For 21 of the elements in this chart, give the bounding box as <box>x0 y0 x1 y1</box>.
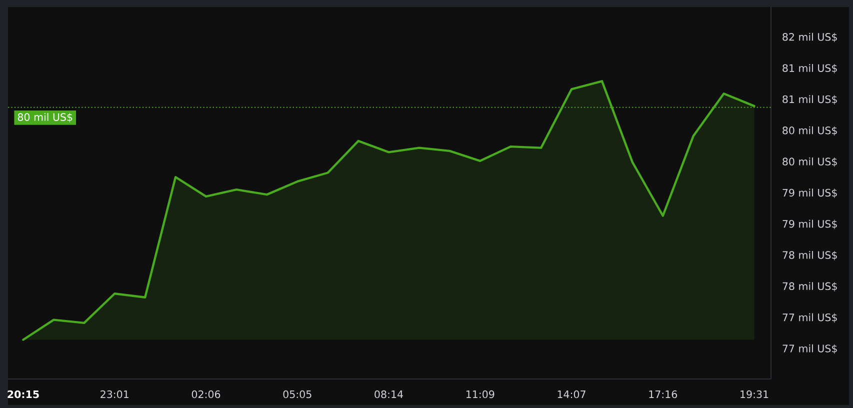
y-tick-label: 77 mil US$ <box>782 344 837 354</box>
y-tick-label: 79 mil US$ <box>782 220 837 230</box>
y-tick-label: 80 mil US$ <box>782 126 837 136</box>
y-tick-label: 78 mil US$ <box>782 282 837 292</box>
y-tick-label: 79 mil US$ <box>782 188 837 198</box>
x-tick-label: 23:01 <box>100 390 128 398</box>
ref-line-label: 80 mil US$ <box>18 113 72 122</box>
x-tick-label: 20:15 <box>8 390 39 398</box>
y-tick-label: 80 mil US$ <box>782 158 837 167</box>
y-tick-label: 78 mil US$ <box>782 250 837 260</box>
x-tick-label: 11:09 <box>466 390 494 398</box>
x-tick-label: 19:31 <box>740 390 768 398</box>
x-tick-label: 05:05 <box>283 390 312 398</box>
x-tick-label: 08:14 <box>374 390 403 398</box>
y-tick-label: 82 mil US$ <box>782 32 837 42</box>
y-tick-label: 77 mil US$ <box>782 313 837 323</box>
y-tick-label: 81 mil US$ <box>782 64 837 74</box>
x-tick-label: 17:16 <box>649 390 678 398</box>
y-tick-label: 81 mil US$ <box>782 95 837 104</box>
x-tick-label: 14:07 <box>558 390 586 398</box>
x-tick-label: 02:06 <box>192 390 220 398</box>
